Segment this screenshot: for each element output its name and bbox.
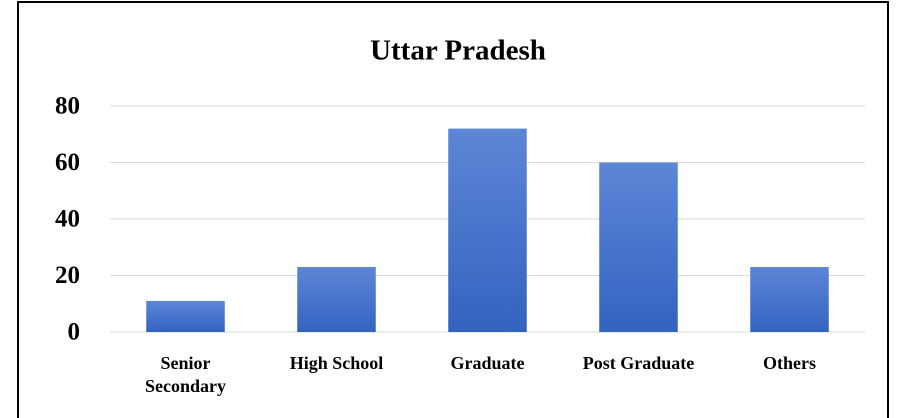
y-tick-label: 40 — [55, 206, 80, 233]
bar — [750, 267, 829, 332]
x-tick-label: High School — [289, 353, 384, 373]
x-tick-label: Senior Secondary — [145, 353, 226, 396]
bar — [297, 267, 376, 332]
y-tick-label: 60 — [55, 149, 80, 176]
x-tick-label: Graduate — [450, 353, 525, 373]
bar — [599, 162, 678, 332]
x-tick-label: Others — [763, 353, 816, 373]
y-tick-label: 0 — [68, 319, 81, 346]
bar — [146, 300, 225, 332]
chart-title: Uttar Pradesh — [370, 35, 546, 67]
y-tick-label: 80 — [55, 93, 80, 120]
y-tick-label: 20 — [55, 262, 80, 289]
bar — [448, 128, 527, 332]
x-tick-label: Post Graduate — [582, 353, 695, 373]
